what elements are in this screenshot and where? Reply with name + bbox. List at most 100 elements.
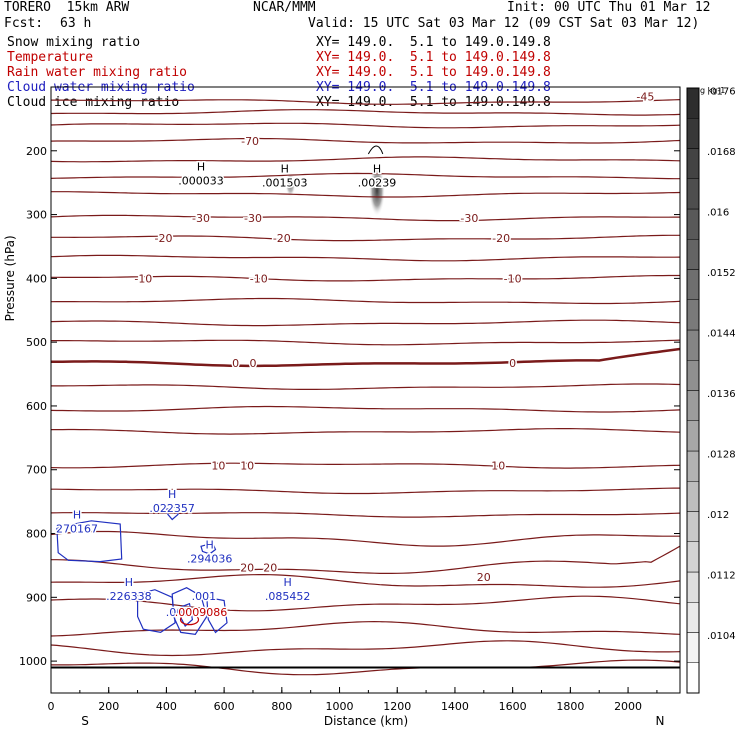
maximum-marker: H — [168, 488, 176, 501]
maximum-value: .085452 — [265, 590, 311, 603]
colorbar-bin — [686, 481, 700, 512]
colorbar-bin — [686, 360, 700, 391]
cloud-water-contour — [56, 520, 123, 563]
colorbar-bin — [686, 299, 700, 331]
colorbar-bin — [686, 148, 700, 179]
colorbar-bin — [686, 208, 700, 240]
colorbar-bin — [686, 87, 700, 119]
isotherm-label: -20 — [492, 232, 510, 245]
isotherm-label: 10 — [491, 459, 505, 472]
colorbar-label: .0112 — [707, 571, 736, 582]
isotherm-line — [51, 191, 680, 198]
colorbar-bin — [686, 118, 700, 149]
valid-time: Valid: 15 UTC Sat 03 Mar 12 (09 CST Sat … — [308, 16, 700, 31]
y-tick-label: 900 — [26, 591, 47, 604]
colorbar-bin — [686, 178, 700, 210]
colorbar-bin — [686, 632, 700, 663]
cloud-water-contour — [206, 596, 228, 634]
field-xy-cloud-ice: XY= 149.0. 5.1 to 149.0.149.8 — [316, 95, 551, 110]
isotherm-label: 0 — [249, 357, 256, 370]
isotherm-label: 20 — [263, 561, 277, 574]
maximum-marker: H — [73, 508, 81, 521]
colorbar-bin — [686, 541, 700, 573]
end-label-north: N — [656, 714, 665, 728]
isotherm-line — [51, 339, 680, 346]
y-tick-label: 600 — [26, 400, 47, 413]
isotherm-label: 0 — [232, 357, 239, 370]
isotherm-label-top: -45 — [636, 91, 654, 104]
colorbar-label: .0104 — [707, 631, 736, 642]
isotherm-line — [51, 545, 680, 574]
x-tick-label: 800 — [271, 700, 292, 713]
isotherm-label: -10 — [250, 272, 268, 285]
maximum-value: .0009086 — [175, 606, 228, 619]
isotherm-label: -30 — [460, 212, 478, 225]
snow-contour — [367, 145, 384, 155]
isotherm-label: 10 — [240, 459, 254, 472]
isotherm-line — [51, 462, 680, 469]
y-tick-label: 300 — [26, 209, 47, 222]
isotherm-label: 20 — [240, 561, 254, 574]
isotherm-line — [51, 347, 680, 368]
x-tick-label: 400 — [156, 700, 177, 713]
colorbar-label: .0136 — [707, 389, 736, 400]
isotherm-line — [51, 620, 680, 637]
colorbar-bin — [686, 662, 700, 694]
model-title: TORERO 15km ARW — [4, 0, 130, 15]
maximum-value: .294036 — [187, 552, 233, 565]
y-axis-label: Pressure (hPa) — [3, 235, 17, 321]
field-name-temperature: Temperature — [7, 50, 94, 65]
colorbar-bin — [686, 239, 700, 270]
isotherm-label: -70 — [241, 135, 259, 148]
isotherm-label: -30 — [244, 212, 262, 225]
isotherm-line — [51, 234, 680, 242]
maximum-value: .00239 — [358, 177, 397, 190]
isotherm-line — [51, 428, 680, 435]
colorbar-bin — [686, 329, 700, 361]
colorbar-label: .016 — [707, 208, 729, 219]
field-xy-rain: XY= 149.0. 5.1 to 149.0.149.8 — [316, 65, 551, 80]
maximum-value: .022357 — [149, 502, 195, 515]
isotherm-line — [51, 595, 680, 612]
colorbar-label: .0128 — [707, 450, 736, 461]
maximum-value: .001503 — [262, 177, 308, 190]
colorbar-bin — [686, 420, 700, 452]
field-name-snow: Snow mixing ratio — [7, 35, 141, 50]
snow-shade-maximum — [369, 164, 386, 217]
field-name-cloud-ice: Cloud ice mixing ratio — [7, 95, 180, 110]
y-tick-label: 200 — [26, 145, 47, 158]
cloud-water-contour — [137, 589, 176, 634]
isotherm-label: -20 — [273, 232, 291, 245]
y-tick-label: 400 — [26, 272, 47, 285]
isotherm-line — [51, 109, 680, 116]
fcst-label: Fcst: — [4, 16, 44, 31]
isotherm-line — [51, 122, 680, 129]
colorbar-label: .0152 — [707, 268, 736, 279]
isotherm-line — [51, 659, 680, 676]
maximum-marker: H — [206, 538, 214, 551]
colorbar-label: .0168 — [707, 147, 736, 158]
isotherm-line — [51, 530, 680, 547]
field-name-rain: Rain water mixing ratio — [7, 65, 188, 80]
isotherm-line — [51, 383, 680, 390]
snow-shade-secondary — [285, 172, 296, 197]
x-tick-label: 600 — [214, 700, 235, 713]
isotherm-line — [51, 156, 680, 163]
cloud-water-contour — [171, 587, 208, 635]
colorbar-bin — [686, 450, 700, 482]
y-tick-label: 1000 — [19, 655, 47, 668]
center-title: NCAR/MMM — [253, 0, 316, 15]
colorbar-label: .012 — [707, 510, 729, 521]
isotherm-label: 10 — [211, 459, 225, 472]
x-tick-label: 1000 — [326, 700, 354, 713]
isotherm-line — [51, 574, 680, 588]
colorbar-bin — [686, 571, 700, 603]
plot-area — [51, 99, 680, 676]
colorbar-bin — [686, 602, 700, 633]
maximum-value: .226338 — [106, 590, 152, 603]
x-tick-label: 1600 — [499, 700, 527, 713]
isotherm-line — [51, 640, 680, 657]
isotherm-line — [51, 405, 680, 413]
x-tick-label: 1800 — [556, 700, 584, 713]
